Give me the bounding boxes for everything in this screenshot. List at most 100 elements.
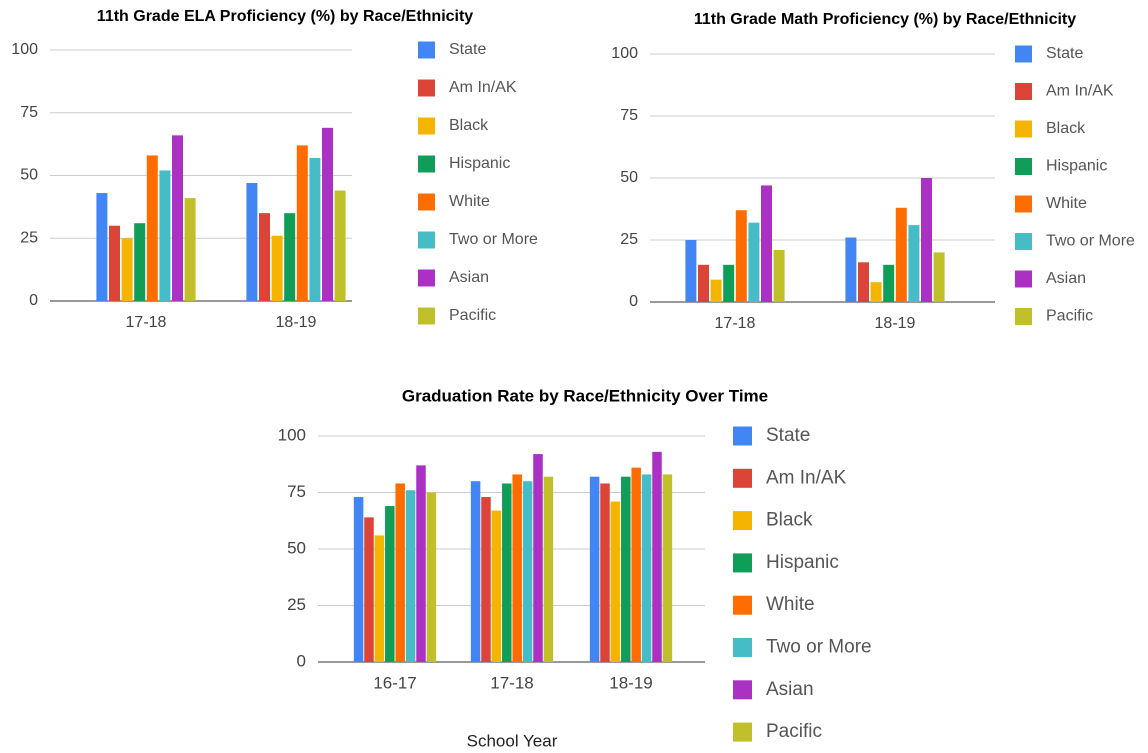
x-tick-label: 18-19 <box>875 315 916 332</box>
legend-swatch <box>1015 233 1032 250</box>
y-tick-label: 75 <box>620 107 638 124</box>
y-tick-label: 50 <box>287 538 306 557</box>
bar <box>184 198 196 301</box>
legend-swatch <box>733 468 752 488</box>
bar <box>284 213 296 301</box>
legend-label: State <box>766 425 810 446</box>
legend-label: Pacific <box>766 721 822 742</box>
bar <box>735 210 747 302</box>
legend-swatch <box>418 231 435 249</box>
legend-swatch <box>1015 120 1032 138</box>
y-tick-label: 25 <box>620 231 638 248</box>
legend-label: Two or More <box>449 231 538 248</box>
legend-swatch <box>418 79 435 97</box>
bar <box>405 490 416 662</box>
bar <box>426 492 437 662</box>
bar <box>502 483 512 662</box>
legend-swatch <box>733 680 752 700</box>
bar <box>395 483 405 662</box>
legend-swatch <box>1015 308 1032 325</box>
y-tick-label: 0 <box>297 651 306 670</box>
legend-label: White <box>766 594 815 615</box>
x-tick-label: 18-19 <box>276 314 317 331</box>
legend-swatch <box>1015 270 1032 288</box>
y-tick-label: 75 <box>287 482 306 501</box>
legend-label: Black <box>1046 120 1086 137</box>
x-tick-label: 18-19 <box>609 673 652 692</box>
bar <box>470 481 481 662</box>
legend-label: Asian <box>449 269 489 286</box>
legend-label: Am In/AK <box>766 467 847 488</box>
bar <box>858 262 869 302</box>
bar <box>481 497 491 662</box>
bar <box>334 190 346 301</box>
legend-label: Am In/AK <box>1046 83 1114 100</box>
bar <box>259 213 270 301</box>
bar <box>723 264 735 302</box>
legend-swatch <box>418 269 435 287</box>
legend-swatch <box>733 722 752 742</box>
legend-swatch <box>418 307 435 325</box>
bar <box>543 476 554 662</box>
legend-label: Pacific <box>449 307 496 324</box>
bar <box>652 451 662 662</box>
legend-label: Two or More <box>1046 233 1135 250</box>
bar <box>589 476 600 662</box>
y-tick-label: 100 <box>11 41 38 58</box>
x-tick-label: 17-18 <box>490 673 533 692</box>
bar <box>246 183 258 301</box>
legend-swatch <box>1015 195 1032 213</box>
bar <box>883 264 895 302</box>
bar <box>121 238 133 301</box>
legend-swatch <box>733 638 752 657</box>
legend-swatch <box>418 41 435 59</box>
bar <box>761 185 772 302</box>
legend-label: Black <box>449 117 489 134</box>
bar <box>600 483 610 662</box>
chart-title: 11th Grade Math Proficiency (%) by Race/… <box>694 11 1076 28</box>
legend-label: Asian <box>1046 270 1086 287</box>
legend-swatch <box>733 553 752 573</box>
bar <box>522 481 533 662</box>
legend-label: State <box>1046 45 1083 62</box>
legend-swatch <box>1015 83 1032 100</box>
legend-label: Hispanic <box>1046 158 1107 175</box>
legend-swatch <box>418 193 435 211</box>
legend-swatch <box>733 511 752 531</box>
legend-label: State <box>449 41 486 58</box>
chart-title: Graduation Rate by Race/Ethnicity Over T… <box>402 386 768 405</box>
bar <box>921 178 932 302</box>
bar <box>641 474 652 662</box>
bar <box>908 225 920 302</box>
bar <box>533 454 543 662</box>
bar <box>710 279 722 302</box>
x-tick-label: 16-17 <box>373 673 416 692</box>
bar <box>296 145 308 301</box>
bar <box>271 235 283 301</box>
bar <box>621 476 631 662</box>
bar <box>134 223 146 301</box>
bar <box>109 225 120 301</box>
bar <box>364 517 374 662</box>
bar <box>631 467 641 662</box>
y-tick-label: 100 <box>611 45 638 62</box>
bar <box>748 222 760 302</box>
legend-label: White <box>449 193 490 210</box>
legend-swatch <box>418 117 435 135</box>
legend-label: Hispanic <box>449 155 510 172</box>
bar <box>309 157 321 301</box>
legend-swatch <box>1015 158 1032 175</box>
bar <box>491 510 502 662</box>
y-tick-label: 50 <box>620 169 638 186</box>
bar <box>845 237 857 302</box>
bar <box>353 497 364 662</box>
bar <box>773 249 785 302</box>
bar <box>146 155 158 301</box>
bar <box>159 170 171 301</box>
bar <box>662 474 673 662</box>
bar <box>895 207 907 302</box>
legend-label: Am In/AK <box>449 79 517 96</box>
y-tick-label: 0 <box>29 292 38 309</box>
bar <box>96 193 108 301</box>
